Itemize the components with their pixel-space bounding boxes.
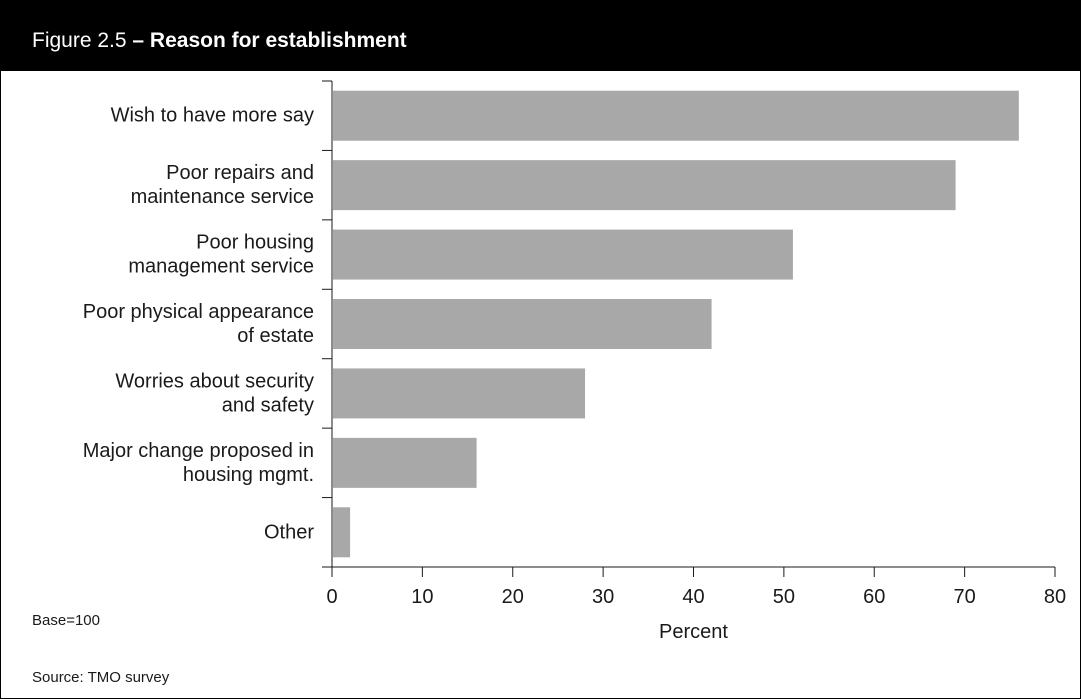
bar	[333, 437, 477, 488]
category-label: and safety	[222, 394, 314, 416]
x-tick-label: 0	[326, 586, 337, 608]
category-label: Poor housing	[196, 232, 314, 254]
x-tick-label: 60	[863, 586, 885, 608]
category-label: Poor repairs and	[166, 162, 314, 184]
bar	[333, 507, 351, 558]
category-label: Wish to have more say	[111, 105, 314, 127]
category-label: Other	[264, 521, 314, 543]
x-tick-label: 70	[954, 586, 976, 608]
bar	[333, 299, 712, 349]
figure-header: Figure 2.5 – Reason for establishment	[1, 1, 1080, 71]
bar	[333, 160, 956, 211]
category-label: of estate	[237, 325, 314, 347]
x-tick-label: 40	[682, 586, 704, 608]
x-tick-label: 10	[411, 586, 433, 608]
category-label: Worries about security	[115, 370, 314, 392]
figure-title: Figure 2.5 – Reason for establishment	[32, 29, 407, 53]
category-label: Major change proposed in	[83, 440, 314, 462]
x-axis-label: Percent	[659, 621, 728, 643]
bar	[333, 368, 586, 419]
x-tick-label: 20	[502, 586, 524, 608]
figure-label: Figure 2.5	[32, 29, 127, 52]
x-tick-label: 80	[1044, 586, 1066, 608]
figure-title-text: – Reason for establishment	[132, 29, 407, 52]
bar	[333, 90, 1019, 141]
x-tick-label: 50	[773, 586, 795, 608]
category-label: management service	[128, 256, 314, 278]
base-note: Base=100	[32, 612, 100, 629]
category-label: Poor physical appearance	[83, 301, 314, 323]
bar	[333, 229, 793, 280]
source-note: Source: TMO survey	[32, 669, 170, 686]
category-label: maintenance service	[131, 186, 314, 208]
x-tick-label: 30	[592, 586, 614, 608]
category-label: housing mgmt.	[183, 464, 314, 486]
